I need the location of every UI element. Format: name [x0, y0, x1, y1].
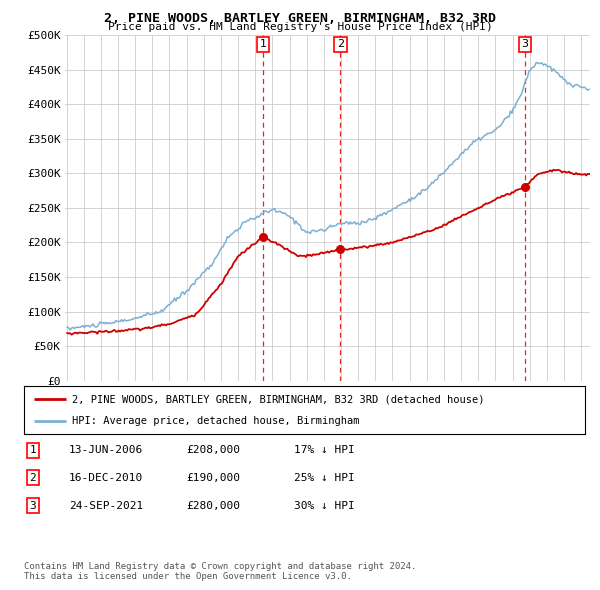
- Text: 3: 3: [521, 40, 529, 50]
- Text: 17% ↓ HPI: 17% ↓ HPI: [294, 445, 355, 455]
- Text: 30% ↓ HPI: 30% ↓ HPI: [294, 501, 355, 510]
- Text: 1: 1: [259, 40, 266, 50]
- Text: £208,000: £208,000: [186, 445, 240, 455]
- Text: 13-JUN-2006: 13-JUN-2006: [69, 445, 143, 455]
- Text: 2: 2: [29, 473, 37, 483]
- Text: 16-DEC-2010: 16-DEC-2010: [69, 473, 143, 483]
- Text: 25% ↓ HPI: 25% ↓ HPI: [294, 473, 355, 483]
- Text: 1: 1: [29, 445, 37, 455]
- Text: 2, PINE WOODS, BARTLEY GREEN, BIRMINGHAM, B32 3RD (detached house): 2, PINE WOODS, BARTLEY GREEN, BIRMINGHAM…: [71, 394, 484, 404]
- Text: £190,000: £190,000: [186, 473, 240, 483]
- Text: Contains HM Land Registry data © Crown copyright and database right 2024.
This d: Contains HM Land Registry data © Crown c…: [24, 562, 416, 581]
- Text: 2: 2: [337, 40, 344, 50]
- Text: Price paid vs. HM Land Registry's House Price Index (HPI): Price paid vs. HM Land Registry's House …: [107, 22, 493, 32]
- Text: £280,000: £280,000: [186, 501, 240, 510]
- Text: 24-SEP-2021: 24-SEP-2021: [69, 501, 143, 510]
- Text: 3: 3: [29, 501, 37, 510]
- Text: 2, PINE WOODS, BARTLEY GREEN, BIRMINGHAM, B32 3RD: 2, PINE WOODS, BARTLEY GREEN, BIRMINGHAM…: [104, 12, 496, 25]
- Text: HPI: Average price, detached house, Birmingham: HPI: Average price, detached house, Birm…: [71, 416, 359, 426]
